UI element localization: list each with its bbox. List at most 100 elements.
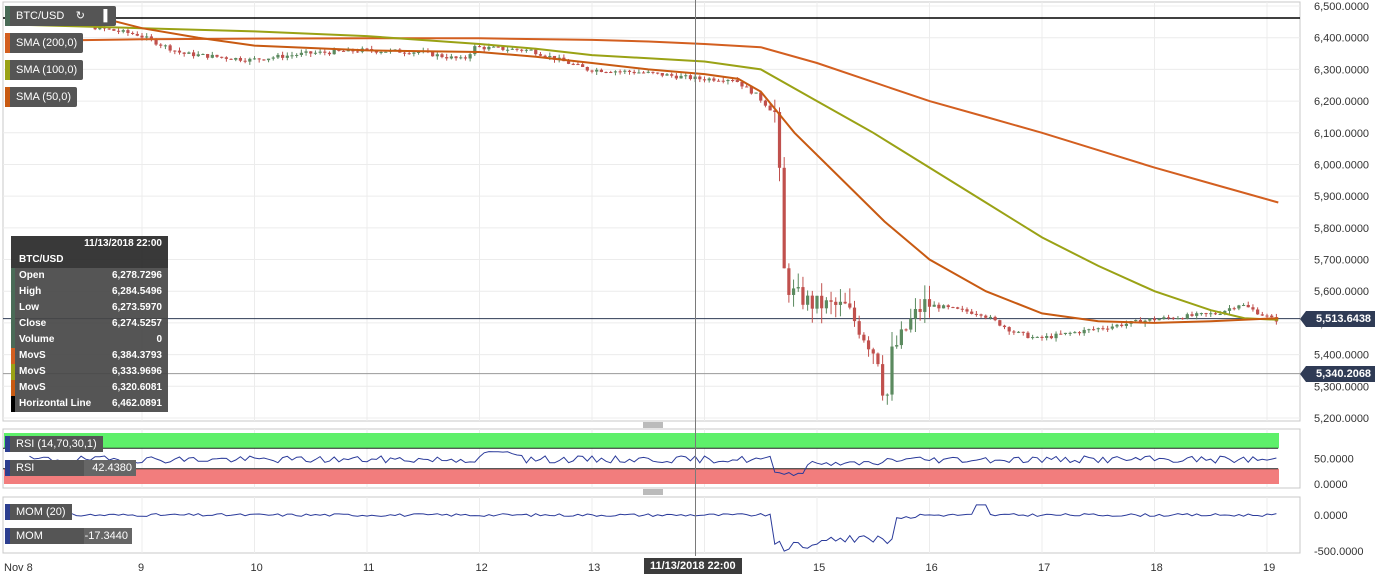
price-tick-label: 6,500.0000	[1314, 1, 1369, 13]
candle-body	[1059, 333, 1063, 335]
legend-symbol-label: BTC/USD	[16, 10, 65, 22]
candle-body	[332, 49, 336, 55]
candle-body	[1082, 329, 1086, 334]
candle-body	[749, 86, 753, 94]
candle-body	[1002, 325, 1007, 328]
data-window-symbol: BTC/USD	[11, 252, 168, 268]
rsi-value: 42.4380	[84, 460, 136, 476]
candle-body	[1035, 336, 1039, 338]
candle-body	[777, 112, 782, 168]
legend-sma50[interactable]: SMA (50,0)	[5, 87, 78, 107]
candle-body	[1091, 329, 1096, 331]
data-window-label: MovS	[19, 366, 46, 377]
candle-body	[674, 75, 678, 79]
candle-body	[1110, 326, 1114, 329]
candle-body	[468, 54, 472, 59]
candle-body	[1016, 331, 1021, 333]
candle-body	[323, 51, 327, 53]
data-window-value: 6,384.3793	[111, 350, 162, 361]
candle-body	[740, 81, 744, 87]
candle-body	[318, 51, 322, 53]
sma200-line	[29, 37, 1279, 204]
candle-body	[810, 295, 814, 309]
legend-symbol[interactable]: BTC/USD ↻ ▐	[5, 6, 117, 26]
candle-body	[416, 51, 421, 53]
candle-body	[412, 52, 416, 54]
time-tick-label: 13	[588, 562, 600, 574]
candle-body	[782, 167, 786, 269]
bar-chart-icon[interactable]: ▐	[99, 10, 108, 23]
price-tick-label: 5,600.0000	[1314, 286, 1369, 298]
candle-body	[820, 295, 824, 309]
time-tick-label: 12	[476, 562, 488, 574]
time-tick-label: 19	[1263, 562, 1275, 574]
candle-body	[173, 50, 177, 52]
candle-body	[1204, 313, 1208, 315]
candle-body	[159, 44, 163, 46]
candle-body	[918, 308, 922, 312]
candle-body	[243, 60, 247, 62]
candle-body	[506, 49, 510, 51]
candle-body	[670, 74, 674, 76]
candle-body	[637, 72, 641, 74]
candle-body	[1213, 313, 1218, 315]
candle-body	[787, 268, 791, 295]
candle-body	[923, 299, 927, 312]
candle-body	[1232, 308, 1236, 310]
data-window-swatch	[11, 316, 15, 332]
candle-body	[1115, 324, 1119, 327]
candle-body	[304, 51, 308, 53]
time-tick-label: 17	[1038, 562, 1050, 574]
rsi-oversold-zone	[4, 468, 1279, 484]
price-tick-label: 5,700.0000	[1314, 255, 1369, 267]
candle-body	[365, 48, 369, 50]
rsi-panel	[2, 428, 1301, 489]
candle-body	[482, 46, 486, 50]
candle-body	[913, 308, 918, 319]
candle-body	[1157, 318, 1161, 321]
candle-body	[473, 46, 477, 55]
candle-body	[276, 54, 280, 58]
data-window-label: Horizontal Line	[19, 398, 92, 409]
candle-body	[581, 64, 585, 67]
time-tick-label: 18	[1151, 562, 1163, 574]
candle-body	[768, 105, 772, 111]
candle-body	[857, 321, 861, 335]
candle-body	[1162, 317, 1166, 319]
candle-body	[374, 51, 378, 53]
price-tick-label: 6,100.0000	[1314, 128, 1369, 140]
candle-body	[1176, 318, 1180, 320]
candle-body	[248, 58, 252, 62]
candle-body	[510, 48, 514, 50]
candle-body	[646, 71, 650, 73]
candle-body	[524, 49, 528, 51]
candle-body	[491, 46, 496, 48]
legend-sma200[interactable]: SMA (200,0)	[5, 33, 84, 53]
candle-body	[862, 334, 866, 341]
data-window-row: Close 6,274.5257	[11, 316, 168, 332]
candle-body	[220, 56, 224, 58]
rsi-legend[interactable]: RSI (14,70,30,1)	[5, 436, 103, 452]
candle-body	[590, 70, 594, 72]
candle-body	[941, 305, 946, 309]
candle-body	[1054, 333, 1058, 339]
mom-legend[interactable]: MOM (20)	[5, 504, 72, 520]
price-tick-label: 5,300.0000	[1314, 381, 1369, 393]
candle-body	[899, 329, 903, 346]
candle-body	[866, 340, 871, 350]
candle-body	[838, 301, 843, 305]
candle-body	[806, 295, 810, 305]
candle-body	[1073, 332, 1077, 334]
mom-legend-label: MOM (20)	[16, 506, 66, 518]
candle-body	[688, 75, 693, 80]
candle-body	[660, 72, 664, 76]
data-window-swatch	[11, 268, 15, 284]
candle-body	[721, 80, 725, 82]
refresh-icon[interactable]: ↻	[75, 10, 85, 23]
candle-body	[402, 52, 407, 54]
legend-sma100[interactable]: SMA (100,0)	[5, 60, 84, 80]
candle-body	[829, 300, 833, 302]
data-window-swatch	[11, 348, 15, 364]
candle-body	[763, 100, 768, 106]
